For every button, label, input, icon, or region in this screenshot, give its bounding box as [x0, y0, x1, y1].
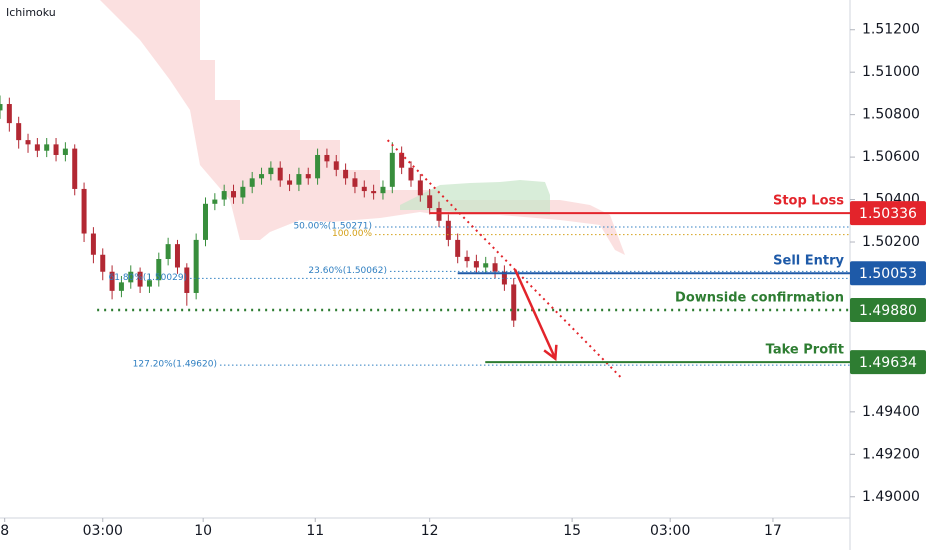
candle-body — [109, 271, 115, 291]
x-tick-label: 15 — [563, 523, 581, 539]
fib-label: 23.60%(1.50062) — [308, 266, 387, 276]
price-label: 1.49880 — [859, 303, 917, 319]
candle-body — [231, 191, 237, 198]
candle-body — [380, 186, 386, 194]
x-tick-label: 8 — [0, 523, 9, 539]
candle-body — [202, 203, 208, 240]
candle-body — [417, 180, 423, 196]
candle-body — [333, 161, 339, 170]
x-tick-label: 11 — [306, 523, 324, 539]
candle-body — [34, 144, 40, 151]
fib-label: 100.00% — [332, 229, 372, 239]
candle-body — [427, 195, 433, 209]
candle-body — [0, 104, 3, 111]
candle-body — [455, 239, 461, 257]
y-tick-label: 1.51200 — [862, 22, 920, 38]
candle-body — [343, 169, 349, 179]
candle-body — [118, 282, 124, 291]
candle-body — [511, 284, 517, 321]
level-name: Stop Loss — [773, 194, 844, 209]
x-tick-label: 10 — [194, 523, 212, 539]
price-label-box — [850, 261, 926, 286]
price-label-box — [850, 201, 926, 226]
level-name: Downside confirmation — [675, 290, 844, 305]
x-tick-label: 12 — [421, 523, 439, 539]
candle-body — [156, 259, 162, 281]
fib-label: 127.20%(1.49620) — [133, 360, 217, 370]
y-tick-label: 1.50600 — [862, 149, 920, 165]
candle-body — [221, 191, 227, 200]
candle-body — [305, 174, 311, 179]
candle-body — [371, 191, 377, 194]
candle-body — [100, 254, 106, 272]
candle-body — [436, 208, 442, 221]
x-tick-label: 03:00 — [650, 523, 690, 539]
y-tick-label: 1.49200 — [862, 446, 920, 462]
candle-body — [492, 263, 498, 272]
y-tick-label: 1.50800 — [862, 107, 920, 123]
candle-body — [483, 263, 489, 268]
candle-body — [90, 233, 96, 255]
candle-body — [53, 144, 59, 155]
candle-body — [146, 280, 152, 287]
candle-body — [361, 186, 367, 192]
candle-body — [473, 261, 479, 268]
fib-label: 50.00%(1.50271) — [293, 221, 372, 231]
candle-body — [62, 148, 68, 155]
candle-body — [16, 123, 22, 141]
y-tick-label: 1.50200 — [862, 234, 920, 250]
arrow-shaft — [513, 269, 557, 360]
y-tick-label: 1.51000 — [862, 64, 920, 80]
candle-body — [501, 271, 507, 285]
candle-body — [268, 167, 274, 175]
y-tick-label: 1.49000 — [862, 489, 920, 505]
candle-body — [389, 152, 395, 187]
candle-body — [184, 267, 190, 293]
candle-body — [44, 144, 50, 151]
arrow-head — [543, 344, 558, 362]
level-name: Take Profit — [766, 343, 844, 358]
y-tick-label: 1.49400 — [862, 404, 920, 420]
x-tick-label: 17 — [764, 523, 782, 539]
price-label-box — [850, 297, 926, 322]
candle-body — [249, 178, 255, 187]
x-tick-label: 03:00 — [83, 523, 123, 539]
candle-body — [324, 154, 330, 162]
candle-body — [165, 244, 171, 259]
candle-body — [287, 180, 293, 185]
candle-body — [212, 199, 218, 204]
candle-body — [315, 154, 321, 179]
candle-body — [137, 271, 143, 287]
candle-body — [259, 174, 265, 179]
candle-body — [408, 167, 414, 181]
candle-body — [464, 256, 470, 262]
indicator-label: Ichimoku — [6, 6, 56, 19]
candle-body — [128, 271, 134, 283]
candle-body — [174, 244, 180, 268]
candle-body — [277, 167, 283, 181]
candle-body — [352, 178, 358, 187]
price-label: 1.49634 — [859, 355, 917, 371]
price-label-box — [850, 350, 926, 375]
price-label: 1.50053 — [859, 266, 917, 282]
candle-body — [240, 186, 246, 198]
trendline — [386, 139, 622, 379]
candle-body — [193, 239, 199, 293]
candle-body — [296, 174, 302, 185]
candle-body — [399, 152, 405, 168]
candle-body — [6, 104, 12, 124]
fib-label: 61.80%(1.50029) — [109, 273, 188, 283]
price-label: 1.50336 — [859, 206, 917, 222]
ichimoku-cloud-bull — [400, 180, 550, 215]
candle-body — [72, 148, 78, 189]
candle-body — [81, 188, 87, 234]
candle-body — [445, 220, 451, 240]
level-name: Sell Entry — [773, 254, 844, 269]
candle-body — [25, 140, 31, 145]
